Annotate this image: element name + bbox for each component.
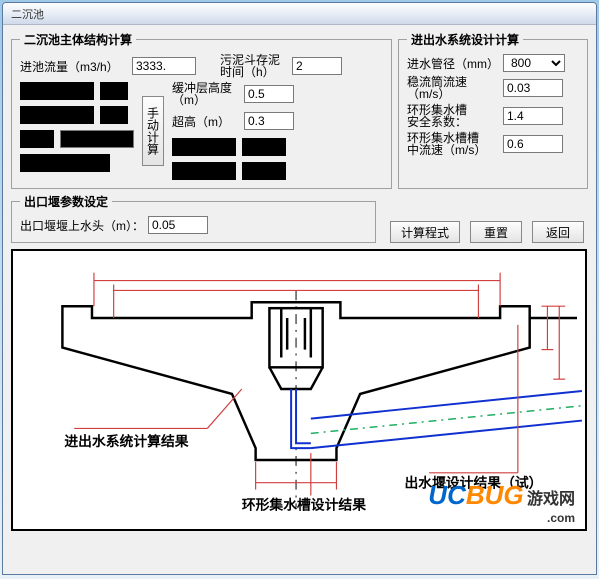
trough-safety-label: 环形集水槽 安全系数： <box>407 104 503 128</box>
calc-button[interactable]: 计算程式 <box>390 221 460 243</box>
group-weir-legend: 出口堰参数设定 <box>20 193 112 210</box>
blackbox-f2 <box>242 162 286 180</box>
sludge-time-input[interactable] <box>292 57 342 75</box>
inflow-input[interactable] <box>132 57 196 75</box>
blackbox-c1 <box>20 130 54 148</box>
group-main-structure: 二沉池主体结构计算 进池流量（m3/h） 污泥斗存泥 时间（h） <box>11 31 392 189</box>
client-area: 二沉池主体结构计算 进池流量（m3/h） 污泥斗存泥 时间（h） <box>3 25 596 535</box>
blackbox-b1 <box>20 106 94 124</box>
group-inout-system: 进出水系统设计计算 进水管径（mm） 800 稳流筒流速 （m/s） 环形集水槽… <box>398 31 588 189</box>
stable-v-input[interactable] <box>503 79 563 97</box>
buffer-h-label: 缓冲层高度 （m） <box>172 82 244 106</box>
pipe-dia-label: 进水管径（mm） <box>407 55 503 72</box>
group-right-legend: 进出水系统设计计算 <box>407 31 523 48</box>
app-window: 二沉池 二沉池主体结构计算 进池流量（m3/h） 污泥斗存泥 时间（h） <box>2 2 597 575</box>
group-main-legend: 二沉池主体结构计算 <box>20 31 136 48</box>
blackbox-e1 <box>172 138 236 156</box>
blackbox-a2 <box>100 82 128 100</box>
reset-button[interactable]: 重置 <box>470 221 522 243</box>
trough-safety-input[interactable] <box>503 107 563 125</box>
diagram-label-inout: 进出水系统计算结果 <box>64 433 188 449</box>
stable-v-label: 稳流筒流速 （m/s） <box>407 76 503 100</box>
blackbox-a1 <box>20 82 94 100</box>
combo-dark[interactable] <box>60 130 134 148</box>
blackbox-b2 <box>100 106 128 124</box>
weir-head-label: 出口堰堰上水头（m）： <box>20 217 144 234</box>
buffer-h-input[interactable] <box>244 85 294 103</box>
inflow-label: 进池流量（m3/h） <box>20 58 132 75</box>
weir-head-input[interactable] <box>148 216 208 234</box>
tank-diagram: 进出水系统计算结果 环形集水槽设计结果 出水堰设计结果（试） UCBUG 游戏网… <box>11 249 587 531</box>
back-button[interactable]: 返回 <box>532 221 584 243</box>
trough-v-input[interactable] <box>503 135 563 153</box>
pipe-dia-select[interactable]: 800 <box>503 54 565 72</box>
window-title: 二沉池 <box>11 9 44 21</box>
diagram-label-trough: 环形集水槽设计结果 <box>242 496 366 512</box>
watermark: UCBUG 游戏网 .com <box>428 480 575 525</box>
freeboard-input[interactable] <box>244 112 294 130</box>
freeboard-label: 超高（m） <box>172 113 244 130</box>
blackbox-e2 <box>242 138 286 156</box>
blackbox-d1 <box>20 154 110 172</box>
sludge-time-label: 污泥斗存泥 时间（h） <box>220 54 292 78</box>
manual-calc-button[interactable]: 手动计算 <box>142 96 164 166</box>
trough-v-label: 环形集水槽槽 中流速（m/s） <box>407 132 503 156</box>
titlebar: 二沉池 <box>3 3 596 25</box>
blackbox-f1 <box>172 162 236 180</box>
group-weir: 出口堰参数设定 出口堰堰上水头（m）： <box>11 193 376 243</box>
